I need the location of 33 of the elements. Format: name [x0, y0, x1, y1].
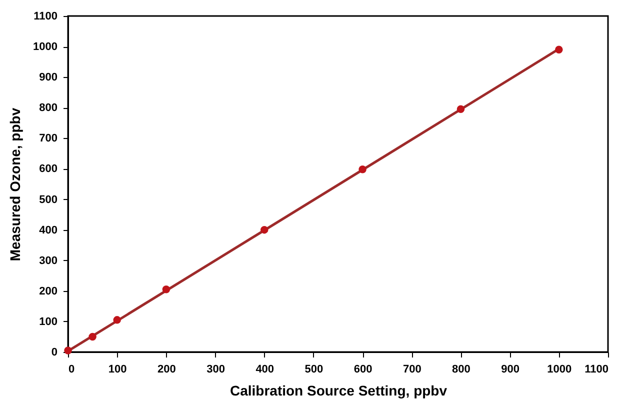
x-tick-label: 300 [206, 364, 225, 376]
x-tick-label: 700 [402, 364, 422, 376]
y-tick-label: 200 [39, 285, 58, 298]
y-tick-label: 900 [39, 72, 58, 84]
point [113, 316, 121, 324]
x-tick-label: 900 [501, 364, 520, 376]
point [358, 165, 366, 174]
x-tick-label: 500 [304, 364, 324, 376]
y-tick-label: 1100 [34, 10, 58, 22]
y-tick-label: 700 [39, 132, 58, 145]
x-tick-label: 600 [354, 364, 372, 376]
x-tick-label: 100 [108, 364, 127, 376]
y-tick-label: 1000 [33, 41, 58, 54]
point [555, 46, 563, 54]
y-tick-label: 100 [39, 316, 58, 328]
y-tick-label: 800 [39, 102, 58, 114]
y-tick-label: 600 [39, 163, 58, 176]
x-tick-label: 200 [158, 364, 176, 376]
x-tick-label: 0 [68, 364, 75, 376]
y-tick-label: 400 [39, 224, 58, 236]
y-tick-label: 300 [39, 254, 58, 267]
y-tick-label: 500 [39, 194, 58, 206]
point [260, 226, 268, 234]
x-tick-label: 800 [452, 364, 470, 376]
x-axis-title: Calibration Source Setting, ppbv [230, 382, 448, 398]
point [162, 286, 170, 294]
x-tick-label: 1100 [584, 364, 608, 376]
point [456, 105, 465, 114]
y-tick-label: 0 [51, 346, 58, 358]
y-axis-title: Measured Ozone, ppbv [7, 108, 24, 262]
point [88, 332, 96, 341]
x-tick-label: 1000 [547, 364, 572, 376]
x-tick-label: 400 [256, 364, 274, 376]
